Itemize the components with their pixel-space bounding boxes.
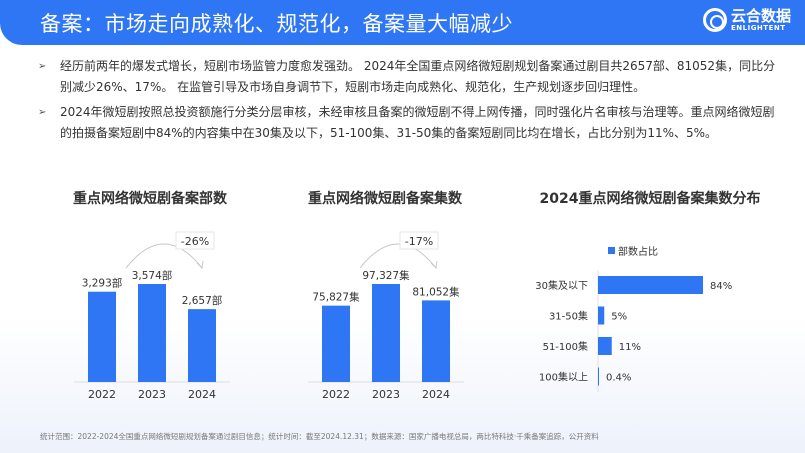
change-label: -17%	[405, 235, 433, 248]
bar	[422, 300, 450, 382]
legend-swatch	[608, 247, 615, 254]
bullet-text: 2024年微短剧按照总投资额施行分类分层审核，未经审核且备案的微短剧不得上网传播…	[60, 105, 775, 140]
trend-arc	[359, 243, 437, 269]
bar	[88, 291, 116, 382]
bar	[598, 306, 605, 325]
bullet-list: ➢ 经历前两年的爆发式增长，短剧市场监管力度愈发强劲。 2024年全国重点网络微短…	[38, 56, 778, 148]
bar	[372, 284, 400, 382]
chart2-title: 重点网络微短剧备案集数	[308, 191, 462, 207]
x-tick-label: 2024	[422, 388, 450, 401]
y-tick-label: 31-50集	[549, 310, 588, 323]
bar	[322, 305, 350, 382]
header-bar: 备案：市场走向成熟化、规范化，备案量大幅减少 云合数据 ENLIGHTENT	[0, 0, 805, 45]
data-label: 75,827集	[312, 291, 360, 304]
arrow-bullet-icon: ➢	[38, 61, 47, 72]
data-label: 81,052集	[412, 285, 460, 298]
change-badge	[399, 231, 439, 250]
logo: 云合数据 ENLIGHTENT	[702, 6, 791, 32]
bar	[138, 284, 166, 382]
change-badge	[175, 231, 215, 250]
footer-note: 统计范围：2022-2024全国重点网络微短剧规划备案通过剧目信息；统计时间：截…	[40, 432, 599, 441]
y-tick-label: 30集及以下	[535, 279, 588, 292]
data-label: 2,657部	[182, 294, 223, 307]
y-tick-label: 100集以上	[539, 371, 588, 384]
data-label: 11%	[619, 342, 641, 353]
x-tick-label: 2022	[322, 388, 350, 401]
x-tick-label: 2022	[88, 388, 116, 401]
arrow-head-icon	[196, 260, 204, 270]
page-title: 备案：市场走向成熟化、规范化，备案量大幅减少	[40, 12, 513, 36]
data-label: 97,327集	[362, 269, 410, 282]
trend-arc	[125, 243, 203, 269]
bullet-text: 经历前两年的爆发式增长，短剧市场监管力度愈发强劲。 2024年全国重点网络微短剧…	[60, 59, 776, 94]
arrow-head-icon	[430, 260, 438, 270]
legend-label: 部数占比	[618, 245, 658, 258]
chart3-title: 2024重点网络微短剧备案集数分布	[539, 191, 761, 207]
logo-cn: 云合数据	[730, 6, 791, 25]
data-label: 84%	[710, 281, 732, 292]
bar	[188, 309, 216, 382]
bar	[598, 337, 612, 355]
data-label: 3,293部	[82, 277, 123, 290]
arrow-bullet-icon: ➢	[38, 107, 47, 118]
logo-en: ENLIGHTENT	[730, 23, 786, 32]
x-tick-label: 2023	[138, 388, 166, 401]
logo-icon	[702, 8, 727, 32]
y-tick-label: 51-100集	[543, 340, 588, 353]
data-label: 0.4%	[606, 373, 631, 384]
bar	[598, 276, 703, 294]
data-label: 3,574部	[132, 269, 173, 282]
x-tick-label: 2023	[372, 388, 400, 401]
bullet-item: ➢ 经历前两年的爆发式增长，短剧市场监管力度愈发强劲。 2024年全国重点网络微短…	[38, 56, 778, 98]
bullet-item: ➢ 2024年微短剧按照总投资额施行分类分层审核，未经审核且备案的微短剧不得上网传…	[38, 102, 778, 144]
x-tick-label: 2024	[188, 388, 216, 401]
change-label: -26%	[181, 235, 209, 248]
bar	[598, 367, 599, 386]
data-label: 5%	[611, 312, 627, 323]
chart1-title: 重点网络微短剧备案部数	[73, 191, 227, 207]
